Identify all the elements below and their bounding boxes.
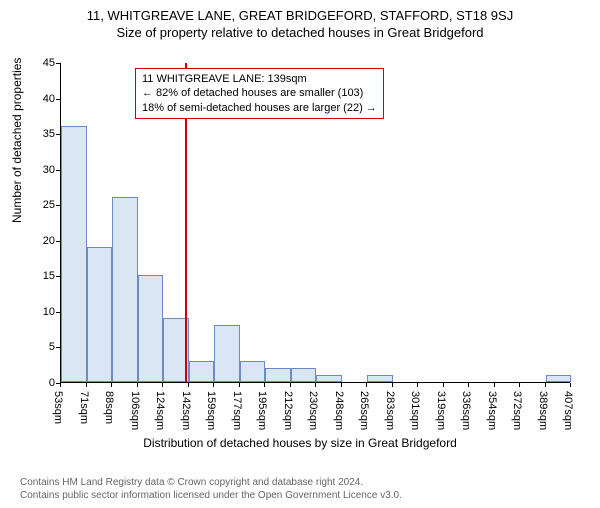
xtick-label: 71sqm [78, 391, 90, 424]
xtick-mark [570, 383, 571, 387]
xtick-mark [60, 383, 61, 387]
histogram-bar [61, 126, 87, 382]
ytick-label: 10 [15, 306, 55, 318]
xtick-mark [290, 383, 291, 387]
footer-line-1: Contains HM Land Registry data © Crown c… [20, 476, 402, 489]
xtick-mark [417, 383, 418, 387]
xtick-mark [366, 383, 367, 387]
xtick-label: 195sqm [256, 391, 268, 430]
xtick-mark [392, 383, 393, 387]
x-axis-label: Distribution of detached houses by size … [0, 436, 600, 450]
xtick-label: 265sqm [358, 391, 370, 430]
ytick-mark [56, 276, 60, 277]
xtick-label: 142sqm [180, 391, 192, 430]
ytick-mark [56, 63, 60, 64]
histogram-bar [367, 375, 393, 382]
histogram-bar [189, 361, 215, 382]
footer: Contains HM Land Registry data © Crown c… [20, 476, 402, 502]
ytick-label: 30 [15, 164, 55, 176]
xtick-label: 389sqm [537, 391, 549, 430]
xtick-mark [162, 383, 163, 387]
histogram-bar [265, 368, 291, 382]
ytick-label: 5 [15, 341, 55, 353]
xtick-label: 53sqm [52, 391, 64, 424]
histogram-bar [214, 325, 240, 382]
ytick-label: 35 [15, 128, 55, 140]
xtick-mark [443, 383, 444, 387]
xtick-mark [213, 383, 214, 387]
xtick-mark [239, 383, 240, 387]
ytick-mark [56, 241, 60, 242]
xtick-mark [545, 383, 546, 387]
page-title-main: 11, WHITGREAVE LANE, GREAT BRIDGEFORD, S… [0, 8, 600, 23]
info-line-1: 11 WHITGREAVE LANE: 139sqm [142, 72, 377, 86]
xtick-label: 354sqm [486, 391, 498, 430]
xtick-mark [264, 383, 265, 387]
xtick-label: 159sqm [205, 391, 217, 430]
xtick-label: 372sqm [511, 391, 523, 430]
xtick-label: 106sqm [129, 391, 141, 430]
xtick-mark [494, 383, 495, 387]
info-line-2: ← 82% of detached houses are smaller (10… [142, 86, 377, 100]
info-box: 11 WHITGREAVE LANE: 139sqm ← 82% of deta… [135, 68, 384, 119]
xtick-label: 407sqm [562, 391, 574, 430]
xtick-mark [111, 383, 112, 387]
xtick-mark [341, 383, 342, 387]
xtick-mark [315, 383, 316, 387]
histogram-bar [316, 375, 342, 382]
xtick-mark [468, 383, 469, 387]
footer-line-2: Contains public sector information licen… [20, 489, 402, 502]
ytick-label: 15 [15, 270, 55, 282]
histogram-bar [291, 368, 317, 382]
histogram-bar [138, 275, 164, 382]
ytick-mark [56, 347, 60, 348]
xtick-label: 230sqm [307, 391, 319, 430]
xtick-mark [137, 383, 138, 387]
xtick-label: 283sqm [384, 391, 396, 430]
ytick-mark [56, 134, 60, 135]
xtick-label: 336sqm [460, 391, 472, 430]
ytick-mark [56, 99, 60, 100]
xtick-label: 212sqm [282, 391, 294, 430]
xtick-mark [519, 383, 520, 387]
xtick-label: 124sqm [154, 391, 166, 430]
ytick-mark [56, 170, 60, 171]
xtick-label: 248sqm [333, 391, 345, 430]
xtick-label: 177sqm [231, 391, 243, 430]
ytick-label: 25 [15, 199, 55, 211]
xtick-label: 301sqm [409, 391, 421, 430]
xtick-label: 319sqm [435, 391, 447, 430]
histogram-bar [87, 247, 113, 382]
ytick-label: 0 [15, 377, 55, 389]
xtick-mark [86, 383, 87, 387]
ytick-label: 45 [15, 57, 55, 69]
ytick-label: 40 [15, 93, 55, 105]
ytick-mark [56, 205, 60, 206]
histogram-bar [112, 197, 138, 382]
histogram-bar [240, 361, 266, 382]
y-axis-label: Number of detached properties [10, 58, 24, 223]
page-title-sub: Size of property relative to detached ho… [0, 25, 600, 40]
ytick-mark [56, 312, 60, 313]
info-line-3: 18% of semi-detached houses are larger (… [142, 101, 377, 115]
ytick-label: 20 [15, 235, 55, 247]
histogram-bar [546, 375, 572, 382]
xtick-label: 88sqm [103, 391, 115, 424]
xtick-mark [188, 383, 189, 387]
